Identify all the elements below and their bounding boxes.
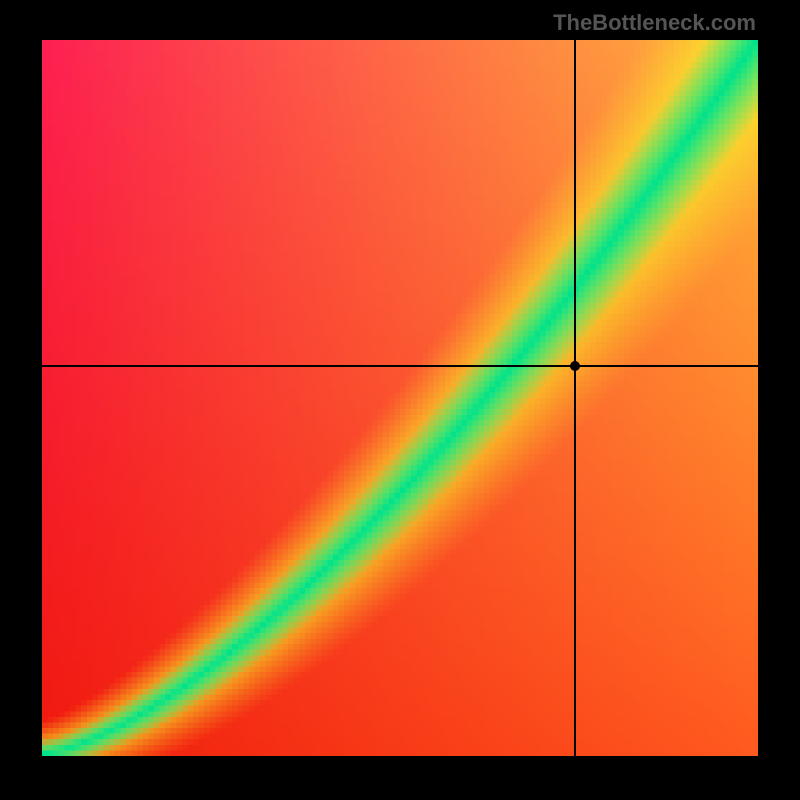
crosshair-vertical — [574, 40, 576, 756]
chart-container: TheBottleneck.com — [0, 0, 800, 800]
watermark-text: TheBottleneck.com — [553, 10, 756, 36]
crosshair-horizontal — [42, 365, 758, 367]
bottleneck-heatmap — [42, 40, 758, 756]
